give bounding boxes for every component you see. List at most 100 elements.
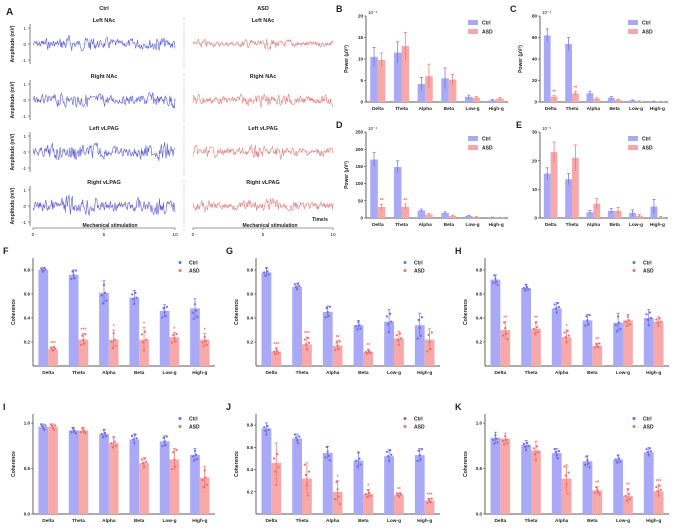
panel-letter-k: K <box>455 402 462 412</box>
panel-letter-b: B <box>336 4 343 14</box>
y-axis-label: Coherence <box>234 451 240 477</box>
scale-exponent: 10⁻⁴ <box>368 126 377 131</box>
data-point <box>51 426 55 430</box>
data-point <box>51 349 55 352</box>
data-point <box>387 331 391 334</box>
scale-exponent: 10⁻⁴ <box>542 10 551 15</box>
data-point <box>503 321 506 324</box>
x-tick-label: 5 <box>262 232 265 238</box>
data-point <box>71 270 74 273</box>
data-point <box>658 484 661 487</box>
data-point <box>73 276 76 280</box>
y-tick-label: 0.2 <box>247 340 254 345</box>
data-point <box>102 428 106 432</box>
panel-letter-f: F <box>3 246 9 256</box>
data-point <box>337 495 340 498</box>
data-point <box>645 448 648 451</box>
data-point <box>527 444 530 448</box>
data-point <box>306 336 310 340</box>
data-point <box>556 302 559 305</box>
legend-swatch-ctrl <box>632 417 636 420</box>
significance-mark: * <box>367 484 369 490</box>
data-point <box>585 315 588 318</box>
y-axis-label: Coherence <box>234 299 240 325</box>
bar-asd-low-g <box>636 101 643 102</box>
data-point <box>587 323 590 326</box>
data-point <box>657 494 660 497</box>
data-point <box>356 465 359 468</box>
x-tick-label: 10 <box>172 232 178 238</box>
data-point <box>201 478 204 482</box>
data-point <box>140 333 143 336</box>
significance-mark: *** <box>656 479 662 485</box>
data-point <box>113 338 116 341</box>
bar-ctrl-alpha <box>417 210 426 218</box>
trace-asd <box>192 198 334 212</box>
data-point <box>386 455 390 458</box>
y-tick-label: 0.2 <box>24 340 31 345</box>
y-tick-label: -1 <box>22 58 26 63</box>
data-point <box>53 428 56 431</box>
y-axis-label: Coherence <box>11 451 17 477</box>
bar-ctrl-alpha <box>322 312 333 366</box>
data-point <box>326 450 329 453</box>
data-point <box>43 428 46 431</box>
legend-swatch-ctrl <box>403 417 407 420</box>
bar-ctrl-low-g <box>384 321 394 366</box>
legend-swatch-asd <box>178 425 182 428</box>
data-point <box>368 491 371 495</box>
data-point <box>359 327 362 330</box>
data-point <box>522 442 525 446</box>
bar-ctrl-delta <box>38 426 49 514</box>
bar-asd-low-g <box>623 495 633 514</box>
x-tick-label: Theta <box>566 222 579 228</box>
bar-asd-beta <box>614 210 622 218</box>
data-point <box>532 327 535 330</box>
data-point <box>102 283 106 286</box>
bar-ctrl-theta <box>521 444 531 514</box>
significance-mark: ** <box>534 316 538 322</box>
legend-label-asd: ASD <box>482 30 493 36</box>
data-point <box>205 343 208 346</box>
significance-mark: ** <box>503 316 507 322</box>
data-point <box>503 443 506 446</box>
data-point <box>364 351 368 354</box>
data-point <box>305 348 309 351</box>
legend-swatch-asd <box>403 269 407 272</box>
bar-ctrl-alpha <box>551 308 562 366</box>
data-point <box>523 445 527 449</box>
y-axis-label: Amplitude (mV) <box>10 81 16 118</box>
panel-letter-d: D <box>336 120 343 130</box>
data-point <box>506 442 509 445</box>
legend-swatch-asd <box>628 29 638 34</box>
x-tick-label: Low-g <box>387 370 401 376</box>
x-tick-label: Low-g <box>629 222 643 228</box>
data-point <box>619 328 622 331</box>
chart-d: D 10⁻⁴ 0 50 100 150 200 250 Power (μV²) Delta ** Th… <box>336 120 508 228</box>
data-point <box>656 490 659 493</box>
data-point <box>265 433 268 436</box>
data-point <box>649 450 653 453</box>
bar-asd-low-g <box>169 459 180 514</box>
panel-letter-h: H <box>455 246 462 256</box>
legend-swatch-ctrl <box>403 261 407 264</box>
data-point <box>334 498 337 501</box>
y-tick-label: 250 <box>355 130 363 135</box>
data-point <box>171 341 174 344</box>
data-point <box>201 341 204 344</box>
data-point <box>263 426 266 429</box>
x-tick-label: High-g <box>646 518 661 524</box>
bar-asd-high-g <box>653 491 664 514</box>
data-point <box>306 494 310 497</box>
data-point <box>366 495 369 499</box>
bar-asd-beta <box>592 345 603 366</box>
data-point <box>533 453 536 456</box>
data-point <box>266 424 269 428</box>
data-point <box>556 456 559 460</box>
y-tick-label: 0.8 <box>24 268 31 273</box>
bar-asd-beta <box>448 79 457 102</box>
bar-asd-theta <box>572 157 579 218</box>
y-tick-label: 0 <box>23 98 26 103</box>
y-tick-label: 200 <box>355 147 363 152</box>
